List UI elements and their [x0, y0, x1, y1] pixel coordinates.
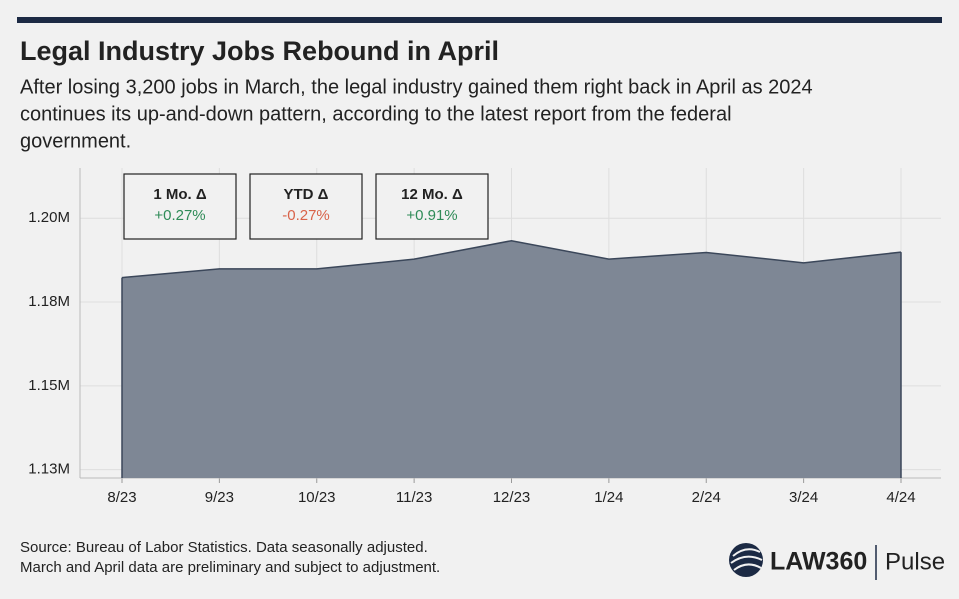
x-tick-label: 9/23 [205, 489, 234, 506]
area [122, 240, 901, 478]
logo-icon [729, 543, 763, 577]
chart-title: Legal Industry Jobs Rebound in April [20, 36, 499, 66]
x-tick-label: 3/24 [789, 489, 818, 506]
stat-label: 12 Mo. Δ [401, 186, 463, 203]
y-tick-label: 1.20M [28, 209, 70, 226]
subtitle: government. [20, 130, 131, 152]
source: Source: Bureau of Labor Statistics. Data… [20, 539, 428, 556]
x-tick-label: 8/23 [107, 489, 136, 506]
x-tick-label: 1/24 [594, 489, 623, 506]
subtitle: continues its up-and-down pattern, accor… [20, 103, 732, 125]
subtitle: After losing 3,200 jobs in March, the le… [20, 76, 813, 98]
stat-value: +0.91% [406, 207, 457, 224]
stat-box [123, 173, 237, 240]
stat-value: +0.27% [154, 207, 205, 224]
logo-product: Pulse [885, 548, 945, 575]
area-edge [121, 252, 902, 478]
stat-label: 1 Mo. Δ [153, 186, 207, 203]
x-tick-label: 2/24 [692, 489, 721, 506]
top-bar [17, 17, 942, 23]
y-tick-label: 1.13M [28, 461, 70, 478]
y-tick-label: 1.18M [28, 293, 70, 310]
logo-text: LAW360 [770, 548, 867, 576]
x-tick-label: 10/23 [298, 489, 336, 506]
stat-value: -0.27% [282, 207, 330, 224]
x-tick-label: 11/23 [396, 489, 432, 506]
y-tick-label: 1.15M [28, 377, 70, 394]
x-tick-label: 12/23 [493, 489, 531, 506]
stat-label: YTD Δ [284, 186, 329, 203]
area-line [121, 239, 902, 279]
x-tick-label: 4/24 [886, 489, 915, 506]
source: March and April data are preliminary and… [20, 559, 440, 576]
stat-box [249, 173, 363, 240]
stat-box [375, 173, 489, 240]
